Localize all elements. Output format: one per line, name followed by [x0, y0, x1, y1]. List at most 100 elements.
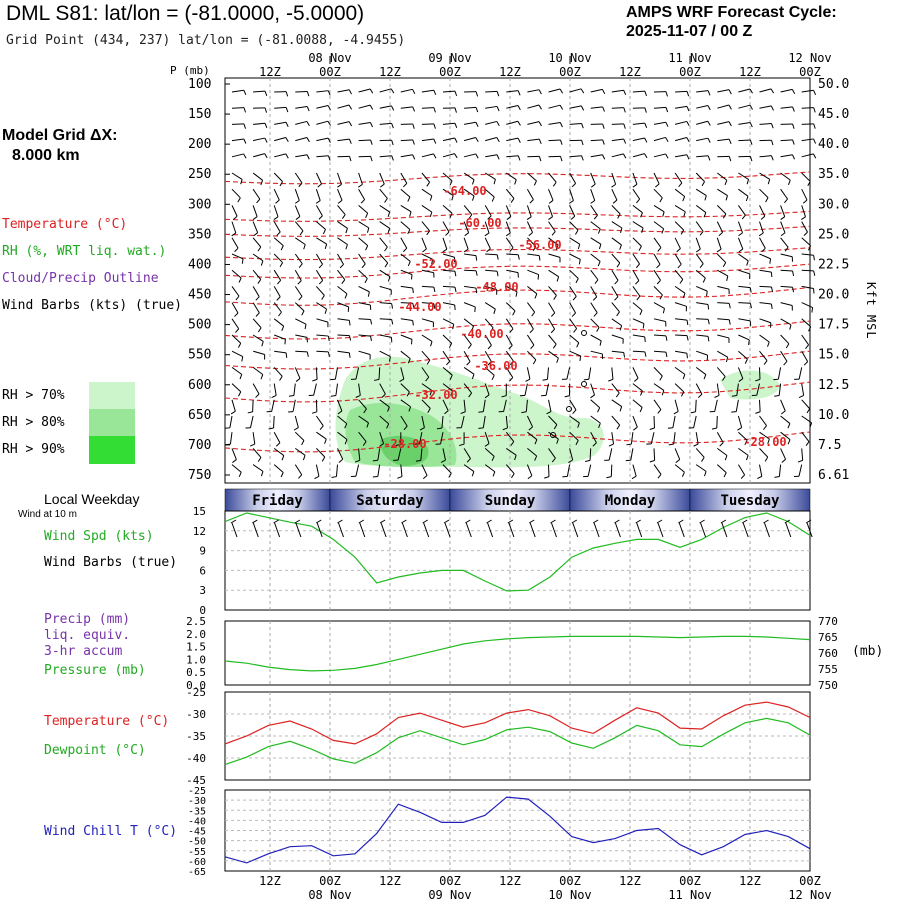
wind-barb-feather [444, 410, 449, 415]
wind-barb [231, 302, 239, 314]
panel-y-tick-label: -25 [186, 686, 206, 699]
wind-barb [379, 334, 392, 338]
wind-barb [316, 302, 327, 310]
wind-barb-feather [235, 328, 240, 333]
wind-barb-feather [369, 122, 373, 128]
wind-barb-feather [253, 232, 258, 237]
wind-barb-feather [738, 378, 744, 382]
wind-barb [463, 136, 476, 142]
wind-barb [569, 237, 581, 245]
pressure-tick-label: 760 [818, 647, 838, 660]
wind-barb [421, 89, 434, 93]
wind-barb-feather [409, 211, 412, 217]
wind-barb [440, 432, 444, 445]
wind-barb [315, 172, 322, 185]
wind-barb-feather [412, 303, 415, 309]
wind-barb [653, 136, 666, 142]
wind-barb-feather [436, 427, 443, 430]
wind-barb-feather [644, 137, 648, 143]
wind-barb-feather [636, 198, 641, 204]
wind-barb-feather [807, 245, 812, 251]
wind-barb-feather [745, 196, 749, 202]
wind-barb-feather [525, 378, 531, 382]
wind-barb-feather [348, 138, 352, 144]
wind-barb [231, 253, 244, 260]
wind-barb [780, 448, 787, 460]
wind-barb [442, 90, 456, 93]
wind-barb [546, 367, 549, 380]
wind-barb-feather [255, 393, 260, 398]
wind-barb-feather [445, 231, 450, 236]
wind-barb [400, 106, 413, 109]
surface-wind-barb [508, 522, 515, 538]
forecast-cycle-label: AMPS WRF Forecast Cycle: [626, 4, 837, 21]
wind-barb [505, 464, 515, 474]
wind-barb-feather [238, 277, 242, 283]
wind-barb [231, 107, 245, 109]
wind-barb [316, 221, 326, 230]
wind-barb [421, 285, 434, 288]
wind-barb [506, 90, 519, 93]
wind-barb [590, 88, 603, 93]
wind-barb [505, 188, 515, 199]
wind-barb [569, 155, 582, 158]
wind-barb [379, 188, 388, 199]
wind-barb-feather [731, 395, 737, 397]
wind-barb-feather [380, 183, 385, 188]
wind-barb [421, 367, 430, 378]
wind-barb-feather [496, 106, 500, 112]
wind-barb [798, 367, 803, 380]
wind-barb [231, 286, 240, 297]
wind-barb-feather [257, 457, 262, 462]
wind-barb-feather [412, 106, 416, 112]
hour-label-bottom: 00Z [559, 874, 581, 888]
pressure-tick-label: 770 [818, 615, 838, 628]
wind-barb-feather [811, 307, 814, 313]
wind-barb-feather [369, 88, 374, 94]
wind-barb [590, 431, 597, 443]
wind-barb [569, 302, 577, 314]
wind-barb [611, 205, 621, 215]
wind-barb [611, 188, 618, 201]
wind-barb [630, 448, 634, 461]
legend-wind-barbs: Wind Barbs (kts) (true) [2, 298, 183, 313]
wind-barb [379, 285, 392, 291]
pressure-tick-label: 750 [818, 679, 838, 692]
wind-barb [569, 88, 582, 93]
wind-barb-feather [681, 471, 685, 477]
wind-barb [463, 350, 471, 362]
wind-barb-feather [496, 154, 500, 160]
panel-y-tick-label: -65 [188, 867, 206, 878]
wind-barb [231, 448, 237, 460]
series-line [224, 717, 811, 766]
wind-barb [400, 399, 411, 408]
wind-barb [632, 334, 645, 338]
wind-barb-feather [728, 121, 732, 127]
wind-barb [484, 237, 491, 249]
weekday-label: Friday [252, 493, 303, 509]
wind-barb-feather [538, 156, 542, 162]
wind-barb-feather [702, 277, 706, 283]
wind-barb [527, 286, 538, 295]
wind-barb [569, 334, 580, 344]
wind-barb-feather [264, 107, 268, 113]
wind-barb [608, 448, 613, 461]
wind-barb [484, 464, 496, 473]
wind-barb-feather [285, 352, 288, 358]
wind-barb-feather [728, 89, 732, 95]
wind-barb [590, 237, 602, 245]
wind-barb [780, 269, 793, 272]
wind-barb-feather [644, 90, 648, 97]
wind-barb [295, 90, 308, 93]
p-tick-label: 600 [188, 378, 211, 393]
wind-barb [801, 188, 808, 201]
wind-barb-feather [808, 326, 812, 332]
legend-rh80-swatch [89, 409, 135, 436]
grid-point-label: Grid Point (434, 237) lat/lon = (-81.008… [6, 33, 406, 48]
wind-barb [273, 302, 282, 313]
precip-sub1: liq. equiv. [44, 628, 131, 643]
wind-barb [379, 383, 386, 395]
wind-barb-feather [506, 216, 512, 220]
wind-barb [400, 367, 405, 380]
wind-barb-feather [412, 154, 416, 160]
